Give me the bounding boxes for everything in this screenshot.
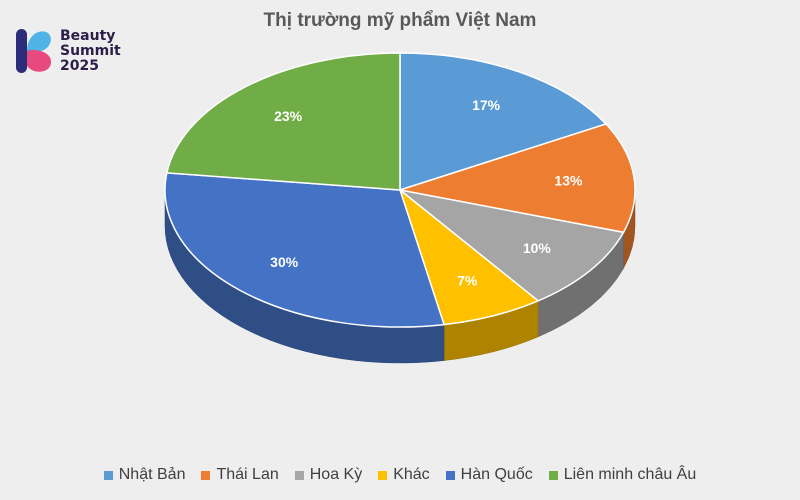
logo-line-1: Beauty — [60, 27, 116, 44]
legend-item-2: Thái Lan — [201, 466, 279, 484]
pie-top-layer — [164, 52, 636, 328]
legend-label-2: Thái Lan — [216, 466, 279, 483]
legend-item-4: Khác — [378, 466, 430, 484]
logo-wordmark: Beauty Summit 2025 — [60, 27, 121, 74]
legend-item-1: Nhật Bản — [103, 466, 186, 484]
data-label-4: 7% — [457, 273, 478, 289]
pie-slice-6 — [165, 52, 401, 191]
pie-slice-2 — [399, 123, 636, 234]
legend-swatch-1 — [103, 470, 113, 480]
legend-label-4: Khác — [393, 466, 430, 483]
pie-slice-3 — [399, 189, 625, 302]
logo-line-2: Summit — [60, 42, 121, 59]
pie-label-layer: 17% 13% 10% 7% 30% 23% — [270, 97, 583, 288]
brand-logo: Beauty Summit 2025 — [14, 26, 121, 76]
data-label-6: 23% — [274, 108, 303, 124]
data-label-2: 13% — [554, 173, 583, 189]
legend-label-1: Nhật Bản — [118, 466, 186, 483]
logo-line-3: 2025 — [60, 57, 99, 74]
legend-swatch-5 — [445, 470, 455, 480]
chart-title: Thị trường mỹ phẩm Việt Nam — [263, 10, 537, 31]
legend-swatch-2 — [201, 470, 211, 480]
legend-swatch-6 — [548, 470, 558, 480]
data-label-3: 10% — [523, 240, 552, 256]
data-label-5: 30% — [270, 254, 299, 270]
pie-slice-5 — [164, 172, 446, 328]
legend-item-3: Hoa Kỳ — [294, 466, 363, 484]
legend-item-5: Hàn Quốc — [445, 466, 533, 484]
legend-swatch-3 — [294, 470, 304, 480]
chart-legend: Nhật Bản Thái Lan Hoa Kỳ Khác Hàn Quốc Liên m… — [0, 466, 800, 484]
legend-label-5: Hàn Quốc — [460, 466, 533, 483]
legend-swatch-4 — [378, 470, 388, 480]
data-label-1: 17% — [472, 97, 501, 113]
legend-item-6: Liên minh châu Âu — [548, 466, 697, 484]
legend-label-6: Liên minh châu Âu — [563, 466, 697, 483]
pie-slice-4 — [398, 187, 540, 326]
pie-slice-1 — [399, 52, 608, 192]
legend-label-3: Hoa Kỳ — [309, 466, 363, 483]
beauty-summit-logo-icon — [16, 29, 52, 73]
